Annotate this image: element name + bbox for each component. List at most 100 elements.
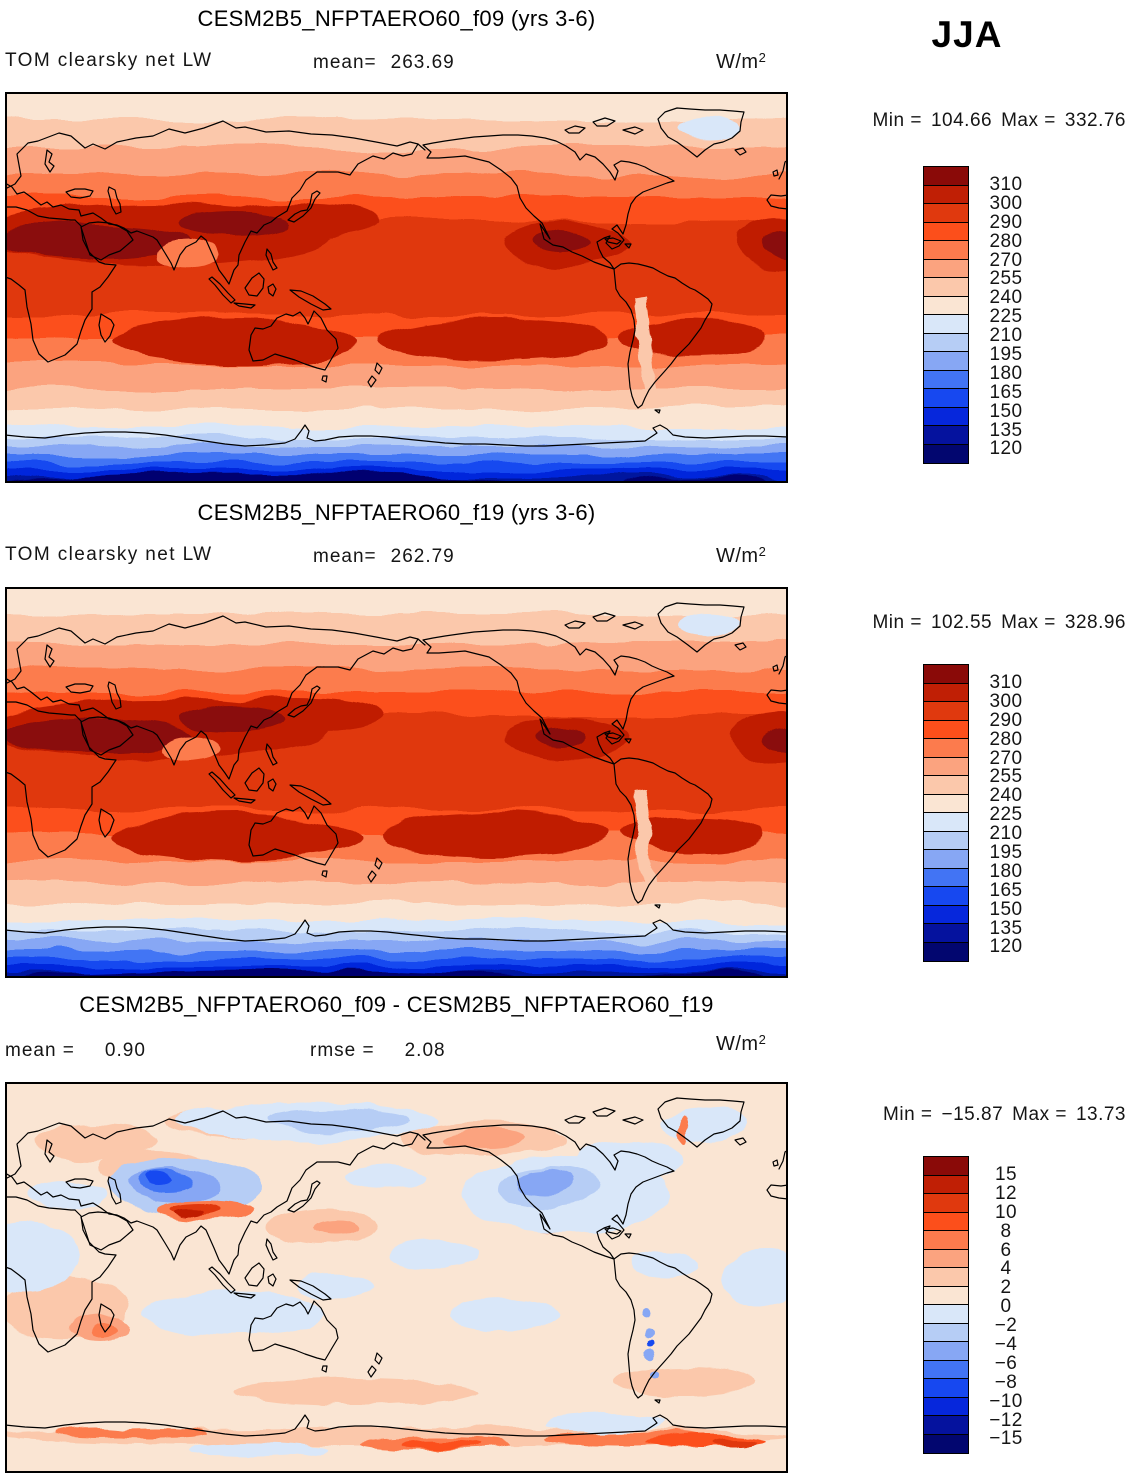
- colorbar-cells: [923, 1156, 969, 1454]
- colorbar-tick: 255: [989, 268, 1023, 290]
- colorbar-cell: [923, 1267, 969, 1287]
- colorbar-cell: [923, 1230, 969, 1250]
- colorbar-tick: 280: [989, 728, 1023, 750]
- colorbar-tick: 135: [989, 917, 1023, 939]
- colorbar-tick: 120: [989, 936, 1023, 958]
- colorbar-tick: 15: [995, 1164, 1017, 1185]
- rmse-value: 2.08: [404, 1040, 446, 1061]
- colorbar-tick: 300: [989, 192, 1023, 214]
- colorbar: 310 300 290 280 270 255 240 225 210 195 180 165 150 1…: [923, 664, 1123, 962]
- mean-label: mean=: [313, 52, 377, 73]
- colorbar-tick: −8: [994, 1371, 1018, 1393]
- colorbar-tick: 165: [989, 381, 1023, 403]
- colorbar-cell: [923, 830, 969, 851]
- colorbar-tick: 150: [989, 400, 1023, 422]
- colorbar-cell: [923, 1174, 969, 1195]
- colorbar-tick: 180: [989, 860, 1023, 882]
- colorbar-cell: [923, 719, 969, 740]
- colorbar-tick: −10: [989, 1390, 1023, 1412]
- units-label: W/m2: [716, 50, 767, 73]
- colorbar-cell: [923, 443, 969, 464]
- colorbar-ticks: 310 300 290 280 270 255 240 225 210 195 180 165 150 1…: [982, 175, 1030, 459]
- max-label: Max =: [1001, 612, 1056, 633]
- colorbar-tick: 210: [989, 325, 1023, 347]
- colorbar-tick: 4: [1000, 1258, 1012, 1280]
- colorbar-cell: [923, 277, 969, 297]
- colorbar-ticks: 310 300 290 280 270 255 240 225 210 195 180 165 150 1…: [982, 673, 1030, 958]
- mean-value: 0.90: [104, 1040, 146, 1061]
- colorbar-tick: 12: [995, 1182, 1017, 1204]
- min-label: Min =: [872, 612, 922, 633]
- variable-label: TOM clearsky net LW: [5, 544, 213, 565]
- mean-stat: mean= 263.69: [313, 52, 455, 74]
- colorbar-tick: −6: [994, 1352, 1018, 1374]
- colorbar-cell: [923, 314, 969, 334]
- colorbar-cell: [923, 221, 969, 242]
- colorbar-tick: 6: [1000, 1239, 1012, 1261]
- colorbar-cell: [923, 295, 969, 316]
- mean-label: mean=: [313, 546, 377, 567]
- colorbar-ticks: 15 12 10 8 6 4 2 0 −2 −4 −6 −8 −10 −12 −15: [982, 1164, 1030, 1450]
- rmse-label: rmse =: [310, 1040, 375, 1061]
- colorbar-cell: [923, 258, 969, 279]
- colorbar-tick: 240: [989, 287, 1023, 309]
- colorbar: 15 12 10 8 6 4 2 0 −2 −4 −6 −8 −10 −12 −15: [923, 1156, 1123, 1454]
- rmse-stat: rmse = 2.08: [310, 1040, 446, 1062]
- colorbar-tick: 135: [989, 419, 1023, 441]
- min-value: 104.66: [930, 110, 993, 131]
- colorbar-cell: [923, 166, 969, 186]
- map-diff: [5, 1082, 788, 1473]
- colorbar-tick: 270: [989, 747, 1023, 769]
- colorbar-cell: [923, 203, 969, 223]
- contour-fill: [5, 92, 788, 483]
- colorbar-tick: 150: [989, 898, 1023, 920]
- colorbar-cell: [923, 682, 969, 703]
- mean-stat: mean = 0.90: [5, 1040, 146, 1062]
- colorbar-cell: [923, 793, 969, 814]
- colorbar-cell: [923, 941, 969, 962]
- colorbar-cell: [923, 351, 969, 371]
- season-label: JJA: [931, 14, 1003, 55]
- colorbar-tick: 225: [989, 306, 1023, 328]
- variable-label: TOM clearsky net LW: [5, 50, 213, 71]
- colorbar-cell: [923, 812, 969, 832]
- colorbar-cell: [923, 1322, 969, 1343]
- min-value: −15.87: [941, 1104, 1004, 1125]
- minmax-line: Min = 104.66 Max = 332.76: [798, 110, 1126, 132]
- colorbar-tick: −15: [989, 1428, 1023, 1450]
- map-f19: [5, 587, 788, 978]
- colorbar-cell: [923, 904, 969, 925]
- map-border: [5, 92, 788, 483]
- max-label: Max =: [1012, 1104, 1067, 1125]
- minmax-line: Min = −15.87 Max = 13.73: [798, 1104, 1126, 1126]
- colorbar-tick: −4: [994, 1334, 1018, 1356]
- stat-row: mean = 0.90 rmse = 2.08 W/m2: [0, 1032, 1128, 1064]
- contour-fill: [5, 587, 788, 978]
- colorbar-cell: [923, 1415, 969, 1435]
- colorbar-cell: [923, 867, 969, 888]
- colorbar-cell: [923, 1378, 969, 1398]
- colorbar-tick: 300: [989, 690, 1023, 712]
- colorbar-cell: [923, 775, 969, 795]
- mean-stat: mean= 262.79: [313, 546, 455, 568]
- colorbar-tick: 10: [995, 1201, 1017, 1223]
- mean-label: mean =: [5, 1040, 75, 1061]
- colorbar-tick: 240: [989, 785, 1023, 807]
- colorbar-cell: [923, 1211, 969, 1232]
- colorbar-tick: 195: [989, 842, 1023, 864]
- map-border: [5, 1082, 788, 1473]
- colorbar-cell: [923, 1341, 969, 1361]
- contour-fill: [5, 1082, 788, 1473]
- max-value: 13.73: [1075, 1104, 1126, 1125]
- colorbar-tick: 2: [1000, 1277, 1012, 1299]
- colorbar-tick: 0: [1000, 1296, 1012, 1318]
- map-border: [5, 587, 788, 978]
- max-value: 332.76: [1064, 110, 1126, 131]
- colorbar-cell: [923, 1248, 969, 1269]
- colorbar-cell: [923, 701, 969, 721]
- stat-row: TOM clearsky net LW mean= 263.69 W/m2: [0, 50, 1128, 76]
- colorbar-tick: 225: [989, 804, 1023, 826]
- colorbar-tick: 195: [989, 344, 1023, 366]
- min-value: 102.55: [930, 612, 993, 633]
- mean-value: 262.79: [390, 546, 455, 567]
